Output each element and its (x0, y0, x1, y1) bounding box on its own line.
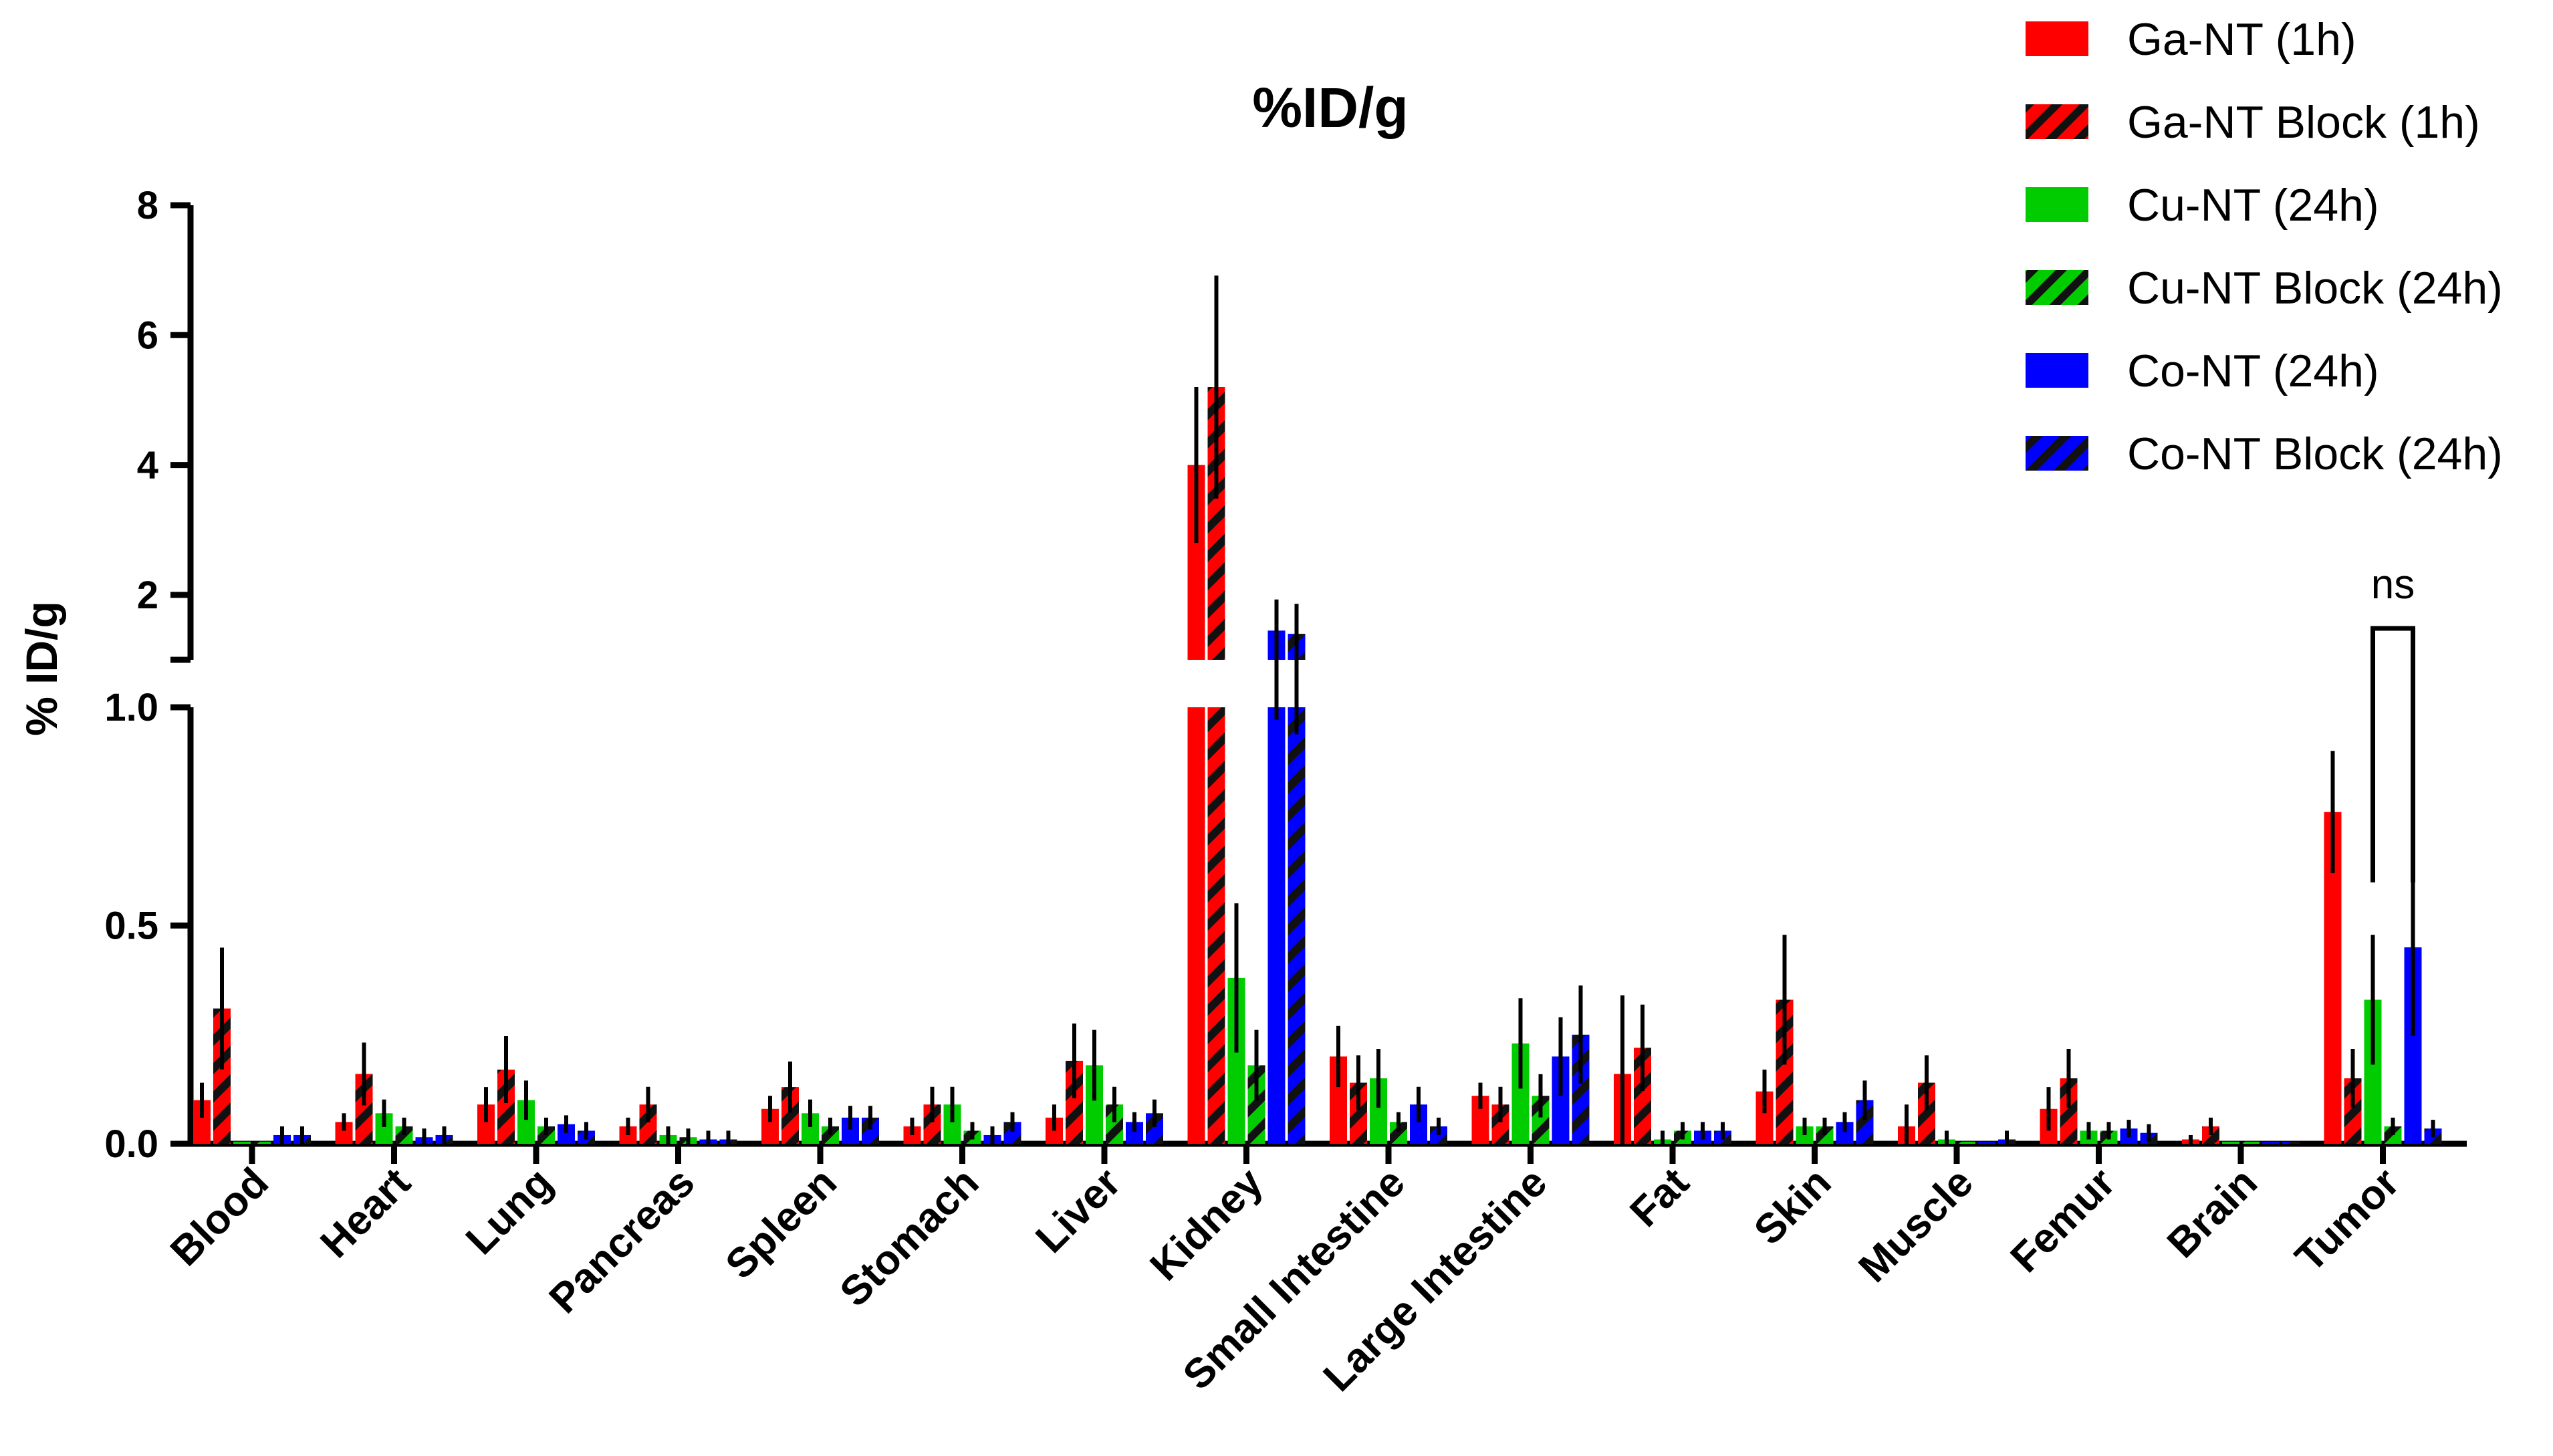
annotations: ns (2370, 562, 2415, 882)
category-label: Fat (1621, 1159, 1698, 1236)
y-tick-label: 4 (137, 444, 158, 487)
y-tick-label: 2 (137, 574, 158, 617)
legend-swatch (2026, 21, 2088, 56)
bar (1288, 707, 1306, 1144)
bar (2242, 1141, 2260, 1144)
legend-swatch (2026, 104, 2088, 139)
category-label: Liver (1027, 1159, 1130, 1262)
significance-bracket (2370, 626, 2415, 882)
legend-label: Co-NT Block (24h) (2127, 429, 2503, 479)
category-label: Femur (2002, 1159, 2124, 1282)
category-label: Blood (162, 1159, 277, 1275)
y-tick-label: 1.0 (104, 686, 158, 729)
legend-label: Ga-NT Block (1h) (2127, 97, 2480, 148)
category-label: Kidney (1141, 1159, 1271, 1290)
bar (1958, 1141, 1975, 1144)
bar (253, 1141, 271, 1144)
legend-swatch (2026, 353, 2088, 388)
bar (1187, 707, 1205, 1144)
category-label: Muscle (1850, 1159, 1981, 1291)
legend-swatch (2026, 270, 2088, 305)
bar (233, 1141, 251, 1144)
legend-label: Ga-NT (1h) (2127, 14, 2356, 65)
legend-swatch (2026, 187, 2088, 222)
y-axis-label: % ID/g (17, 601, 66, 736)
axes: 0.0 0.5 1.0 2 4 6 8 (104, 184, 2467, 1166)
category-label: Skin (1745, 1159, 1840, 1253)
legend-swatch (2026, 436, 2088, 471)
y-tick-label: 0.5 (104, 904, 158, 948)
category-label: Spleen (717, 1159, 846, 1288)
category-label: Tumor (2286, 1159, 2408, 1281)
bar (2222, 1141, 2239, 1144)
bar (1267, 707, 1286, 1144)
legend-label: Cu-NT Block (24h) (2127, 263, 2503, 314)
bar (1978, 1141, 1995, 1144)
y-tick-label: 8 (137, 184, 158, 227)
category-label: Lung (457, 1159, 562, 1263)
legend-label: Cu-NT (24h) (2127, 180, 2379, 231)
bar (2262, 1141, 2280, 1144)
category-label: Stomach (831, 1159, 987, 1316)
category-label: Brain (2159, 1159, 2266, 1267)
chart-title: %ID/g (1252, 76, 1408, 139)
bars (193, 275, 2442, 1144)
category-label: Heart (312, 1159, 420, 1267)
bar (2282, 1141, 2300, 1144)
y-tick-label: 0.0 (104, 1122, 158, 1166)
bar (1207, 707, 1225, 1144)
legend-label: Co-NT (24h) (2127, 346, 2379, 396)
category-label: Pancreas (541, 1159, 704, 1322)
legend: Ga-NT (1h) Ga-NT Block (1h) Cu-NT (24h) Cu-… (2026, 14, 2503, 479)
significance-label: ns (2371, 562, 2415, 608)
y-tick-label: 6 (137, 314, 158, 357)
